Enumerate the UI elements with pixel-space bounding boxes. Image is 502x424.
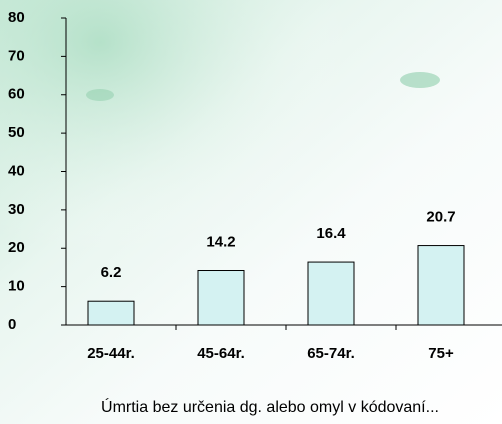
x-tick-label: 65-74r. <box>307 345 355 362</box>
data-label: 14.2 <box>206 233 235 250</box>
bar <box>417 245 465 326</box>
x-tick-label: 45-64r. <box>197 345 245 362</box>
decoration <box>400 72 440 88</box>
x-axis-label: Úmrtia bez určenia dg. alebo omyl v kódo… <box>101 397 439 416</box>
y-tick-label: 30 <box>8 201 25 218</box>
y-tick-label: 0 <box>8 316 16 333</box>
y-tick-label: 10 <box>8 278 25 295</box>
decoration <box>86 89 114 101</box>
x-tick-label: 75+ <box>428 345 454 362</box>
x-tick-label: 25-44r. <box>87 345 135 362</box>
bar <box>87 300 135 326</box>
data-label: 16.4 <box>316 225 346 242</box>
y-tick-label: 40 <box>8 162 25 179</box>
y-tick-label: 80 <box>8 9 25 26</box>
y-tick-label: 50 <box>8 124 25 141</box>
y-tick-label: 70 <box>8 47 25 64</box>
y-tick-label: 20 <box>8 239 25 256</box>
data-label: 6.2 <box>101 264 122 281</box>
data-label: 20.7 <box>426 209 455 226</box>
bar <box>197 270 245 326</box>
bar <box>307 261 355 326</box>
y-tick-label: 60 <box>8 86 25 103</box>
